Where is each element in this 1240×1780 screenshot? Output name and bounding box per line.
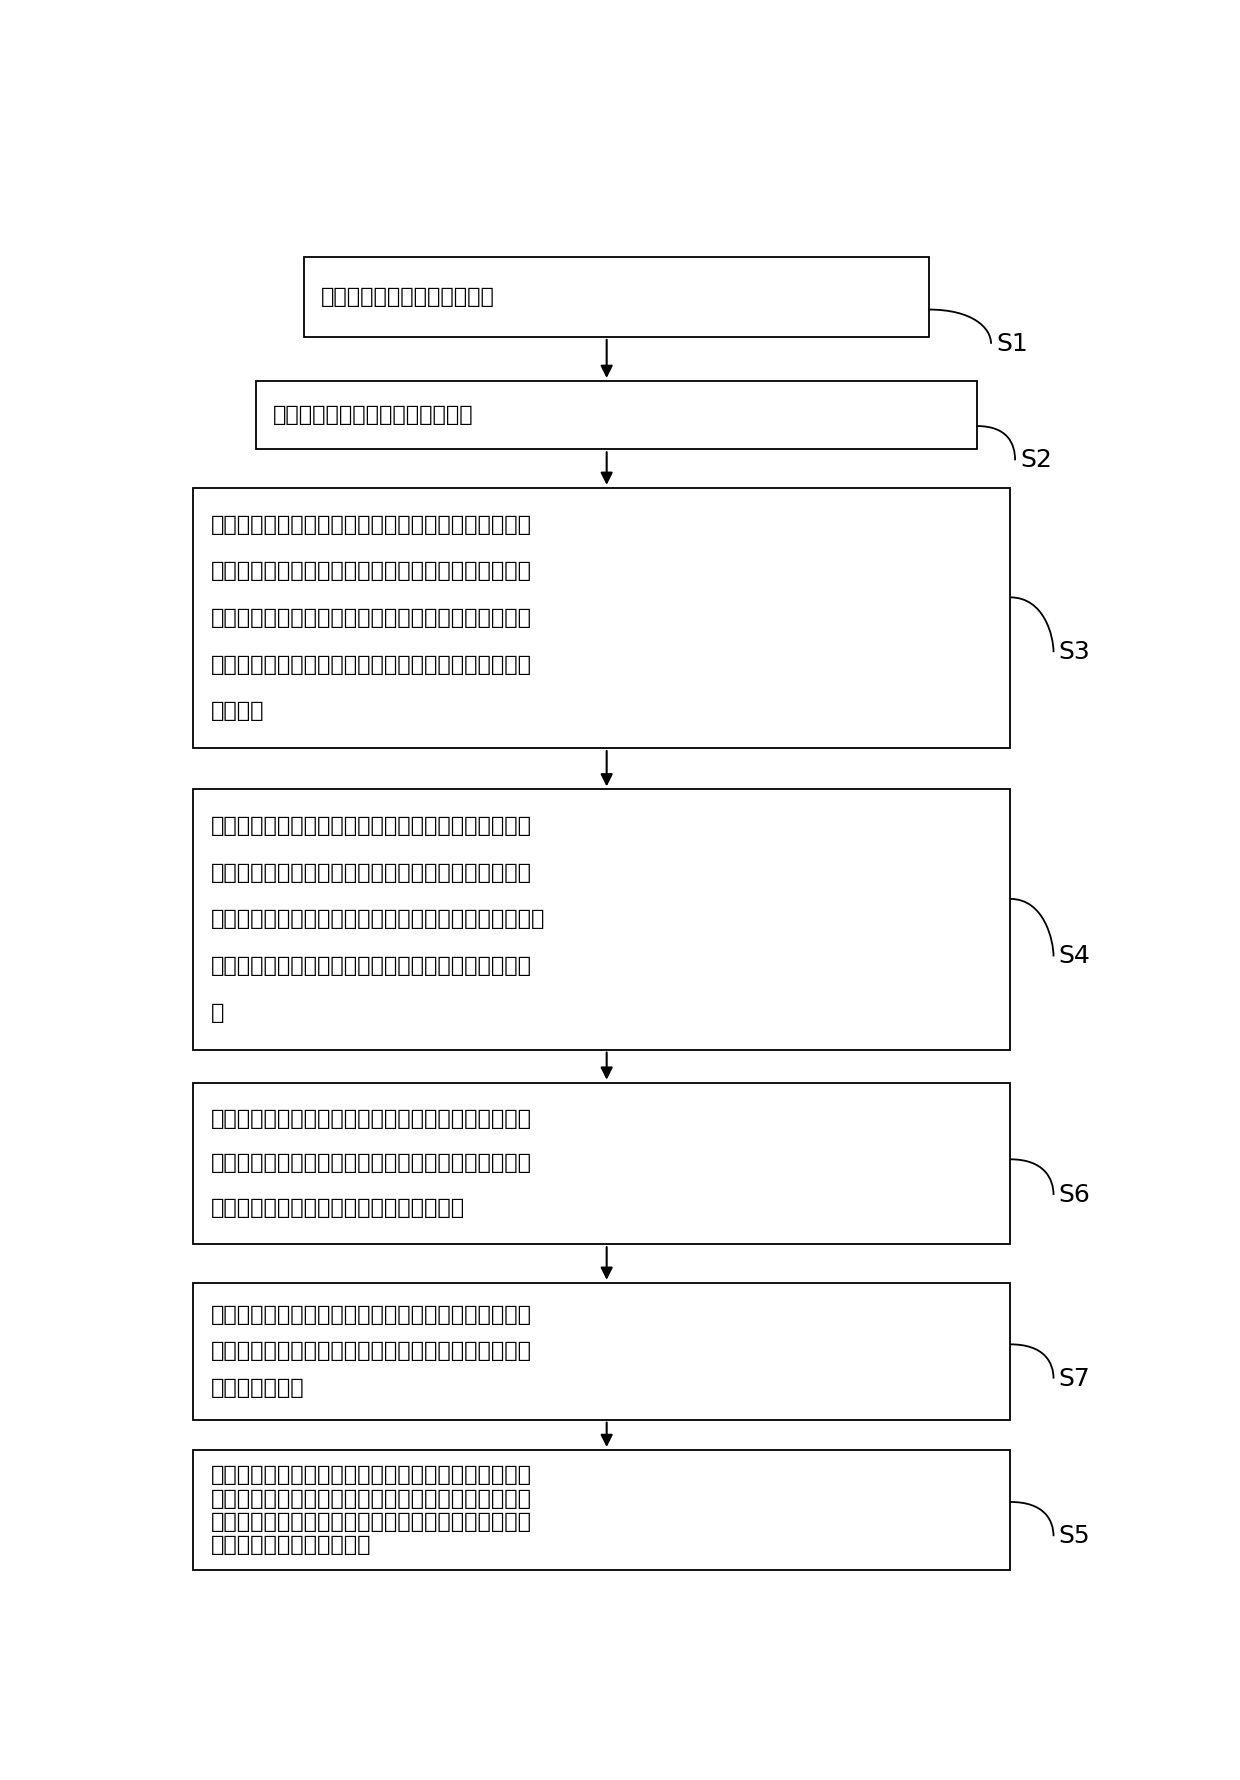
Text: 断所述换热系统是否达到充热完成条件，若是则所述换: 断所述换热系统是否达到充热完成条件，若是则所述换	[211, 1488, 532, 1508]
Text: 所述第一运行模式和所述第二运行模式交替进行，并判: 所述第一运行模式和所述第二运行模式交替进行，并判	[211, 1465, 532, 1485]
Text: S4: S4	[1058, 945, 1090, 968]
Text: S1: S1	[996, 331, 1028, 356]
Text: 开启所述循环泵和所述加热器: 开启所述循环泵和所述加热器	[321, 287, 495, 308]
Text: 获取当前所述换热系统的运行模式: 获取当前所述换热系统的运行模式	[273, 406, 474, 425]
Text: 温度是否达到加热停止温度，若是则加热器停止工作，: 温度是否达到加热停止温度，若是则加热器停止工作，	[211, 1153, 532, 1173]
Text: 系统是否达到所述第一运行模式和所述第二运行模式的: 系统是否达到所述第一运行模式和所述第二运行模式的	[211, 863, 532, 883]
Text: 所述换热系统处于所述第一运行模式时，检测所述换热: 所述换热系统处于所述第一运行模式时，检测所述换热	[211, 514, 532, 534]
Bar	[255, 381, 977, 449]
Text: S3: S3	[1058, 641, 1090, 664]
Text: S2: S2	[1019, 449, 1052, 472]
Bar	[304, 258, 929, 336]
Text: S5: S5	[1058, 1524, 1090, 1549]
Bar	[193, 1451, 1011, 1570]
Text: 系统是否达到所述第一运行模式和所述第二运行模式的: 系统是否达到所述第一运行模式和所述第二运行模式的	[211, 561, 532, 582]
Text: 继续检测: 继续检测	[211, 701, 264, 721]
Text: 测: 测	[211, 1002, 224, 1023]
Text: 至加热器开启温度，若所述加热器温度达到开启温度，: 至加热器开启温度，若所述加热器温度达到开启温度，	[211, 1340, 532, 1362]
Text: 若否则所述换热系统以所述第二运行模式运行并继续检: 若否则所述换热系统以所述第二运行模式运行并继续检	[211, 956, 532, 975]
Text: 所述换热系统处于所述第二运行模式时，检测所述换热: 所述换热系统处于所述第二运行模式时，检测所述换热	[211, 817, 532, 837]
Text: S6: S6	[1058, 1184, 1090, 1207]
Bar	[193, 488, 1011, 748]
Text: 所述循环泵运行，若否所述加热器继续工作: 所述循环泵运行，若否所述加热器继续工作	[211, 1198, 465, 1218]
Text: S7: S7	[1058, 1367, 1090, 1390]
Text: 运行模式循环继续交替进行: 运行模式循环继续交替进行	[211, 1534, 371, 1556]
Text: 模式，若否则所述换热系统以所述第一运行模式运行并: 模式，若否则所述换热系统以所述第一运行模式运行并	[211, 655, 532, 675]
Text: 所述加热器开启: 所述加热器开启	[211, 1378, 304, 1397]
Bar	[193, 1283, 1011, 1420]
Text: 所述加热器停止工作后，判断所述加热器温度是否下降: 所述加热器停止工作后，判断所述加热器温度是否下降	[211, 1305, 532, 1324]
Text: 热系统运行结束，若否则所述第一运行模式和所述第二: 热系统运行结束，若否则所述第一运行模式和所述第二	[211, 1511, 532, 1533]
Text: 转换条件，若是则将换热系统切换至所述第一运行模式，: 转换条件，若是则将换热系统切换至所述第一运行模式，	[211, 910, 546, 929]
Text: 在所述换热系统运行过程中，检测所述加热器出口端的: 在所述换热系统运行过程中，检测所述加热器出口端的	[211, 1109, 532, 1129]
Bar	[193, 1082, 1011, 1244]
Text: 转换条件，若是则将所述换热系统切换至所述第二运行: 转换条件，若是则将所述换热系统切换至所述第二运行	[211, 609, 532, 628]
Bar	[193, 789, 1011, 1050]
